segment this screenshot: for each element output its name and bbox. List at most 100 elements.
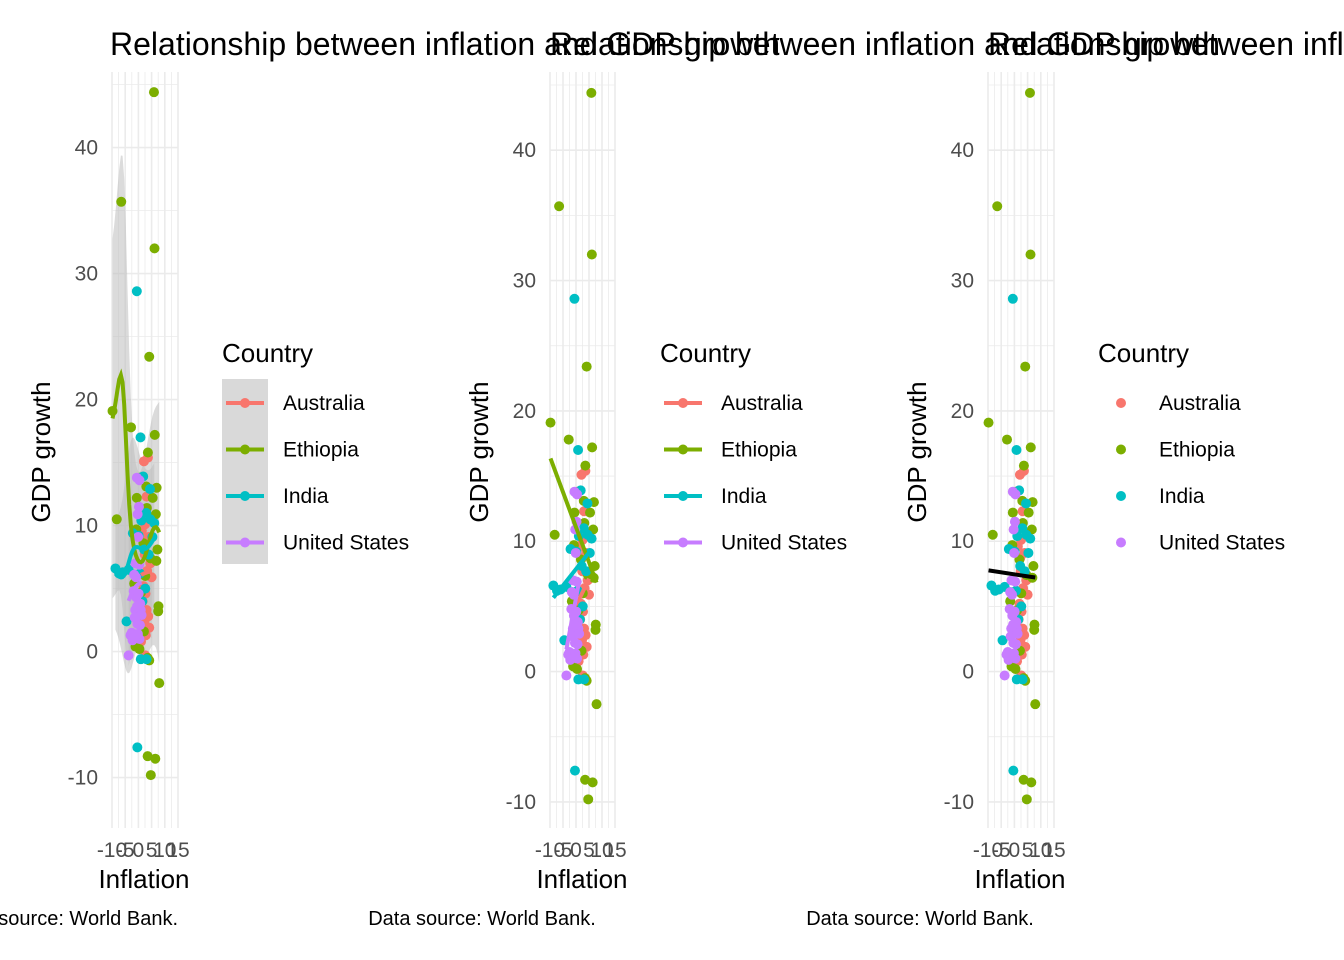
legend-label-united-states: United States <box>283 532 409 555</box>
point-ethiopia <box>116 196 127 207</box>
point-united-states <box>133 531 144 542</box>
point-ethiopia <box>1028 561 1039 572</box>
panel-3-y-ticks: -10 0 10 20 30 40 <box>944 139 974 814</box>
y-tick-label: 40 <box>75 137 98 160</box>
point-ethiopia <box>992 201 1003 212</box>
y-tick-label: 10 <box>75 515 98 538</box>
point-united-states <box>1007 486 1018 497</box>
point-ethiopia <box>590 624 601 635</box>
panel-1-caption: Data source: World Bank. <box>0 908 178 930</box>
point-united-states <box>1008 619 1019 630</box>
point-united-states <box>1012 628 1023 639</box>
point-india <box>1007 293 1018 304</box>
point-ethiopia <box>147 492 158 503</box>
y-tick-label: 10 <box>513 530 536 553</box>
legend-label-india: India <box>283 485 329 508</box>
point-ethiopia <box>1010 663 1021 674</box>
point-ethiopia <box>152 544 163 555</box>
point-india <box>569 765 580 776</box>
legend-key-point-india <box>240 491 250 501</box>
point-ethiopia <box>1023 507 1034 518</box>
panel-2-title: Relationship between inflation and GDP g… <box>550 26 1220 62</box>
point-ethiopia <box>145 770 156 781</box>
point-india <box>573 445 584 455</box>
legend-key-point-ethiopia <box>240 444 250 455</box>
point-ethiopia <box>563 434 574 445</box>
legend-key-point-australia <box>678 398 688 408</box>
fit-line-ethiopia <box>548 457 599 584</box>
x-tick-label: 15 <box>603 839 626 862</box>
panel-2-fit-lines <box>548 457 599 650</box>
point-united-states <box>569 486 580 497</box>
legend-label-united-states: United States <box>1159 532 1285 555</box>
point-united-states <box>561 670 572 681</box>
point-united-states <box>123 650 134 661</box>
y-tick-label: 20 <box>951 400 974 423</box>
point-ethiopia <box>580 460 591 471</box>
fit-line-india <box>114 537 156 580</box>
panel-2-points <box>545 87 602 805</box>
y-tick-label: -10 <box>68 767 98 790</box>
x-tick-label: 15 <box>166 839 189 862</box>
point-ethiopia <box>572 663 583 674</box>
y-tick-label: 10 <box>951 530 974 553</box>
y-tick-label: 30 <box>75 263 98 286</box>
legend-key-point-india <box>1116 491 1126 501</box>
point-india <box>582 498 593 509</box>
point-united-states <box>1008 524 1019 535</box>
legend-title: Country <box>222 338 313 368</box>
panel-3-grid <box>987 72 1055 828</box>
point-ethiopia <box>554 201 565 212</box>
panel-1-legend: Country Australia Ethiopia India United Stat… <box>222 338 409 564</box>
point-ethiopia <box>585 507 596 518</box>
x-tick-label: 5 <box>1022 839 1034 862</box>
point-united-states <box>566 587 577 598</box>
point-united-states <box>570 547 581 558</box>
legend-label-india: India <box>721 485 767 508</box>
point-ethiopia <box>1018 460 1029 471</box>
point-ethiopia <box>987 529 998 540</box>
point-ethiopia <box>1018 774 1029 785</box>
point-ethiopia <box>1025 249 1036 260</box>
point-ethiopia <box>149 243 160 254</box>
point-ethiopia <box>148 87 159 98</box>
point-ethiopia <box>1025 442 1036 453</box>
fit-line-ethiopia <box>110 368 162 565</box>
point-united-states <box>1006 575 1017 586</box>
point-ethiopia <box>131 492 142 503</box>
x-tick-label: -10 <box>535 839 565 862</box>
point-india <box>145 484 156 495</box>
y-tick-label: -10 <box>944 791 974 814</box>
panel-1-title: Relationship between inflation and GDP g… <box>110 26 780 62</box>
point-india <box>1017 674 1028 685</box>
legend-label-australia: Australia <box>721 392 803 415</box>
point-ethiopia <box>1021 794 1032 805</box>
y-tick-label: 40 <box>951 139 974 162</box>
point-ethiopia <box>142 751 153 762</box>
fit-line-india <box>551 547 594 600</box>
point-ethiopia <box>581 361 592 372</box>
point-ethiopia <box>549 529 560 540</box>
x-tick-label: 15 <box>1042 839 1065 862</box>
point-india <box>132 742 143 753</box>
point-ethiopia <box>151 555 162 566</box>
legend-key-point-australia <box>240 398 250 408</box>
legend-label-ethiopia: Ethiopia <box>721 439 797 462</box>
panel-2-caption: Data source: World Bank. <box>368 908 596 930</box>
point-ethiopia <box>111 514 122 525</box>
panel-2-y-ticks: -10 0 10 20 30 40 <box>506 139 536 814</box>
point-ethiopia <box>587 777 598 788</box>
point-ethiopia <box>1007 507 1018 518</box>
fit-line-overall <box>988 568 1036 580</box>
point-india <box>581 566 592 577</box>
y-tick-label: 20 <box>75 389 98 412</box>
legend-key-point-ethiopia <box>678 444 688 455</box>
y-tick-label: 30 <box>513 270 536 293</box>
point-ethiopia <box>150 753 161 764</box>
point-india <box>1008 765 1019 776</box>
legend-key-point-australia <box>1116 398 1126 408</box>
y-tick-label: 40 <box>513 139 536 162</box>
